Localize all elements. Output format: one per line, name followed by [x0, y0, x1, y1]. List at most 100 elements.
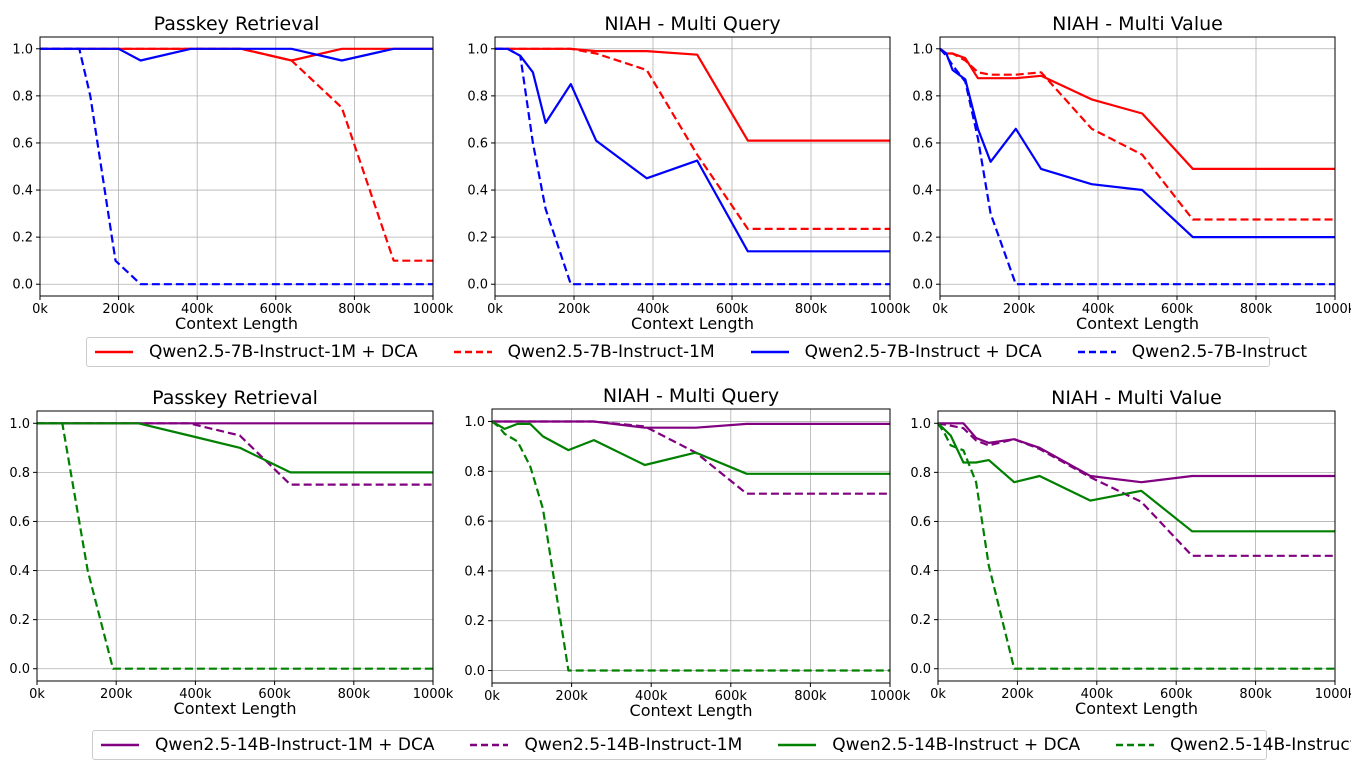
y-tick-label: 1.0 — [9, 417, 30, 432]
y-tick-label: 0.0 — [910, 662, 931, 677]
y-tick-label: 0.0 — [912, 278, 933, 293]
y-tick-label: 1.0 — [912, 42, 933, 57]
chart-title: NIAH - Multi Value — [1051, 387, 1222, 409]
legend-top: Qwen2.5-7B-Instruct-1M + DCA Qwen2.5-7B-… — [86, 337, 1307, 367]
x-tick-label: 200k — [558, 302, 591, 317]
x-tick-label: 0k — [32, 302, 48, 317]
x-tick-label: 200k — [102, 302, 135, 317]
legend-label: Qwen2.5-14B-Instruct + DCA — [832, 735, 1081, 755]
x-tick-label: 1000k — [870, 689, 911, 704]
y-tick-label: 0.6 — [467, 136, 488, 151]
series-line — [492, 420, 890, 429]
y-tick-label: 1.0 — [464, 415, 485, 430]
y-tick-label: 0.0 — [464, 664, 485, 679]
series-line — [495, 47, 890, 286]
x-tick-label: 400k — [1081, 687, 1114, 702]
legend-item: Qwen2.5-7B-Instruct-1M + DCA — [93, 342, 418, 362]
legend-item: Qwen2.5-14B-Instruct-1M — [468, 735, 742, 755]
x-tick-label: 400k — [181, 302, 214, 317]
legend-label: Qwen2.5-7B-Instruct-1M — [507, 342, 715, 362]
series-line — [495, 47, 890, 253]
x-tick-label: 600k — [715, 689, 748, 704]
y-tick-label: 0.4 — [464, 564, 485, 579]
y-tick-label: 0.2 — [9, 613, 30, 628]
legend-swatch — [470, 743, 509, 747]
x-axis-label: Context Length — [631, 314, 754, 333]
x-tick-label: 0k — [29, 687, 45, 702]
y-tick-label: 0.0 — [9, 662, 30, 677]
series-line — [37, 422, 433, 486]
y-tick-label: 0.8 — [912, 89, 933, 104]
x-tick-label: 600k — [1161, 302, 1194, 317]
y-tick-label: 0.6 — [9, 515, 30, 530]
x-tick-label: 600k — [716, 302, 749, 317]
y-tick-label: 0.2 — [910, 613, 931, 628]
x-tick-label: 200k — [555, 689, 588, 704]
x-tick-label: 400k — [1082, 302, 1115, 317]
x-axis-label: Context Length — [1076, 314, 1199, 333]
legend-label: Qwen2.5-14B-Instruct — [1170, 735, 1351, 755]
chart-panel: 0k 200k 400k 600k 800k 1000k 0.0 0.2 0.4 0.6 0.8 1.… — [464, 385, 910, 720]
series-line — [491, 420, 890, 672]
y-tick-label: 0.2 — [464, 614, 485, 629]
y-tick-label: 0.8 — [12, 89, 33, 104]
series-line — [40, 47, 433, 62]
legend-label: Qwen2.5-7B-Instruct + DCA — [804, 342, 1042, 362]
chart-panel: 0k 200k 400k 600k 800k 1000k 0.0 0.2 0.4 0.6 0.8 1.… — [910, 387, 1351, 718]
chart-panel: 0k 200k 400k 600k 800k 1000k 0.0 0.2 0.4 0.6 0.8 1.… — [9, 387, 453, 718]
legend-item: Qwen2.5-7B-Instruct — [1076, 342, 1307, 362]
series-line — [492, 420, 890, 495]
x-axis-label: Context Length — [175, 314, 298, 333]
x-tick-label: 800k — [794, 689, 827, 704]
y-tick-label: 0.0 — [12, 278, 33, 293]
legend-swatch — [453, 350, 492, 354]
series-line — [937, 422, 1335, 533]
legend-swatch — [750, 350, 789, 354]
y-tick-label: 0.2 — [12, 231, 33, 246]
series-line — [939, 48, 1335, 286]
y-tick-label: 0.2 — [912, 231, 933, 246]
y-tick-label: 0.6 — [912, 136, 933, 151]
plot-frame — [939, 36, 1336, 297]
legend-swatch — [778, 743, 817, 747]
x-tick-label: 0k — [484, 689, 500, 704]
y-tick-label: 0.4 — [912, 184, 933, 199]
x-tick-label: 400k — [179, 687, 212, 702]
legend-label: Qwen2.5-14B-Instruct-1M — [524, 735, 743, 755]
x-tick-label: 0k — [487, 302, 503, 317]
chart-panel: 0k 200k 400k 600k 800k 1000k 0.0 0.2 0.4 0.6 0.8 1.… — [912, 13, 1351, 333]
y-tick-label: 0.4 — [9, 564, 30, 579]
y-tick-label: 0.2 — [467, 231, 488, 246]
series-line — [37, 422, 433, 670]
x-tick-label: 200k — [1003, 302, 1036, 317]
x-tick-label: 0k — [930, 687, 946, 702]
legend-item: Qwen2.5-14B-Instruct + DCA — [776, 735, 1080, 755]
series-line — [491, 420, 890, 475]
legend-swatch — [1116, 743, 1155, 747]
legend-swatch — [1077, 350, 1116, 354]
x-tick-label: 1000k — [413, 302, 454, 317]
legend-swatch — [101, 743, 139, 747]
chart-title: NIAH - Multi Query — [604, 13, 780, 35]
y-tick-label: 1.0 — [12, 42, 33, 57]
y-tick-label: 0.8 — [467, 89, 488, 104]
x-axis-label: Context Length — [174, 699, 297, 718]
legend-item: Qwen2.5-7B-Instruct + DCA — [749, 342, 1042, 362]
chart-title: NIAH - Multi Query — [603, 385, 779, 407]
chart-title: NIAH - Multi Value — [1052, 13, 1223, 35]
x-tick-label: 600k — [1160, 687, 1193, 702]
x-tick-label: 1000k — [870, 302, 911, 317]
x-tick-label: 1000k — [1315, 302, 1351, 317]
series-line — [40, 47, 433, 286]
x-tick-label: 800k — [338, 687, 371, 702]
series-line — [937, 422, 1335, 557]
series-line — [938, 422, 1335, 484]
y-tick-label: 0.6 — [464, 515, 485, 530]
legend-swatch — [95, 350, 133, 354]
plot-frame — [491, 408, 891, 684]
y-tick-label: 0.0 — [467, 278, 488, 293]
plot-frame — [937, 410, 1336, 682]
y-tick-label: 0.6 — [910, 515, 931, 530]
y-tick-label: 0.4 — [12, 184, 33, 199]
legend-label: Qwen2.5-7B-Instruct — [1131, 342, 1308, 362]
